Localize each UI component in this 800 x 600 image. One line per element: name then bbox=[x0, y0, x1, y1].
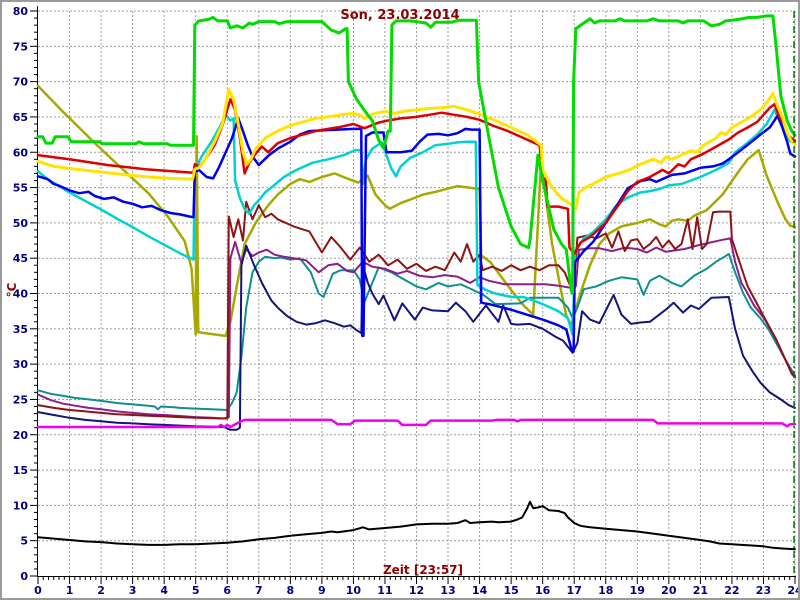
y-axis-label: °C bbox=[5, 282, 19, 298]
x-tick-label: 18 bbox=[598, 584, 613, 597]
x-tick-label: 24 bbox=[787, 584, 800, 597]
gridlines bbox=[38, 10, 796, 576]
y-tick-label: 0 bbox=[20, 570, 28, 583]
tick-labels: 0123456789101112131415161718192021222324… bbox=[13, 5, 800, 597]
x-tick-label: 15 bbox=[503, 584, 518, 597]
x-tick-label: 13 bbox=[440, 584, 455, 597]
series-green bbox=[36, 14, 797, 295]
series-darkred bbox=[37, 200, 796, 420]
y-tick-label: 5 bbox=[20, 535, 28, 548]
x-tick-label: 9 bbox=[318, 584, 326, 597]
y-tick-label: 55 bbox=[13, 182, 28, 195]
x-tick-label: 12 bbox=[409, 584, 424, 597]
y-tick-label: 45 bbox=[13, 252, 28, 265]
y-tick-label: 70 bbox=[13, 76, 29, 89]
series-lines bbox=[36, 14, 797, 551]
series-cyan bbox=[36, 108, 797, 336]
x-tick-label: 6 bbox=[223, 584, 231, 597]
y-tick-label: 75 bbox=[13, 40, 28, 53]
chart-title: Son, 23.03.2014 bbox=[340, 8, 460, 23]
x-tick-label: 8 bbox=[287, 584, 295, 597]
y-tick-label: 10 bbox=[13, 499, 29, 512]
x-tick-label: 3 bbox=[129, 584, 137, 597]
series-yellow bbox=[36, 87, 797, 211]
x-tick-label: 17 bbox=[567, 584, 582, 597]
y-tick-label: 15 bbox=[13, 464, 28, 477]
y-tick-label: 65 bbox=[13, 111, 28, 124]
series-navy bbox=[37, 244, 796, 431]
x-tick-label: 16 bbox=[535, 584, 551, 597]
y-tick-label: 80 bbox=[13, 5, 29, 18]
x-tick-label: 7 bbox=[255, 584, 263, 597]
x-tick-label: 5 bbox=[192, 584, 200, 597]
y-tick-label: 60 bbox=[13, 146, 29, 159]
series-teal bbox=[37, 252, 796, 411]
axes bbox=[30, 6, 796, 584]
y-tick-label: 40 bbox=[13, 288, 29, 301]
x-tick-label: 1 bbox=[66, 584, 74, 597]
series-magenta bbox=[36, 418, 797, 429]
x-tick-label: 0 bbox=[34, 584, 42, 597]
x-tick-label: 23 bbox=[756, 584, 771, 597]
x-tick-label: 19 bbox=[630, 584, 645, 597]
x-tick-label: 14 bbox=[472, 584, 488, 597]
x-tick-label: 2 bbox=[97, 584, 105, 597]
x-tick-label: 10 bbox=[346, 584, 362, 597]
series-black bbox=[37, 500, 796, 551]
x-tick-label: 11 bbox=[377, 584, 392, 597]
y-tick-label: 30 bbox=[13, 358, 29, 371]
x-tick-label: 22 bbox=[724, 584, 739, 597]
y-tick-label: 50 bbox=[13, 217, 29, 230]
x-tick-label: 20 bbox=[661, 584, 677, 597]
y-tick-label: 35 bbox=[13, 323, 28, 336]
y-tick-label: 20 bbox=[13, 429, 29, 442]
x-tick-label: 4 bbox=[160, 584, 168, 597]
x-tick-label: 21 bbox=[693, 584, 708, 597]
y-tick-label: 25 bbox=[13, 393, 28, 406]
x-axis-label: Zeit [23:57] bbox=[382, 563, 464, 577]
